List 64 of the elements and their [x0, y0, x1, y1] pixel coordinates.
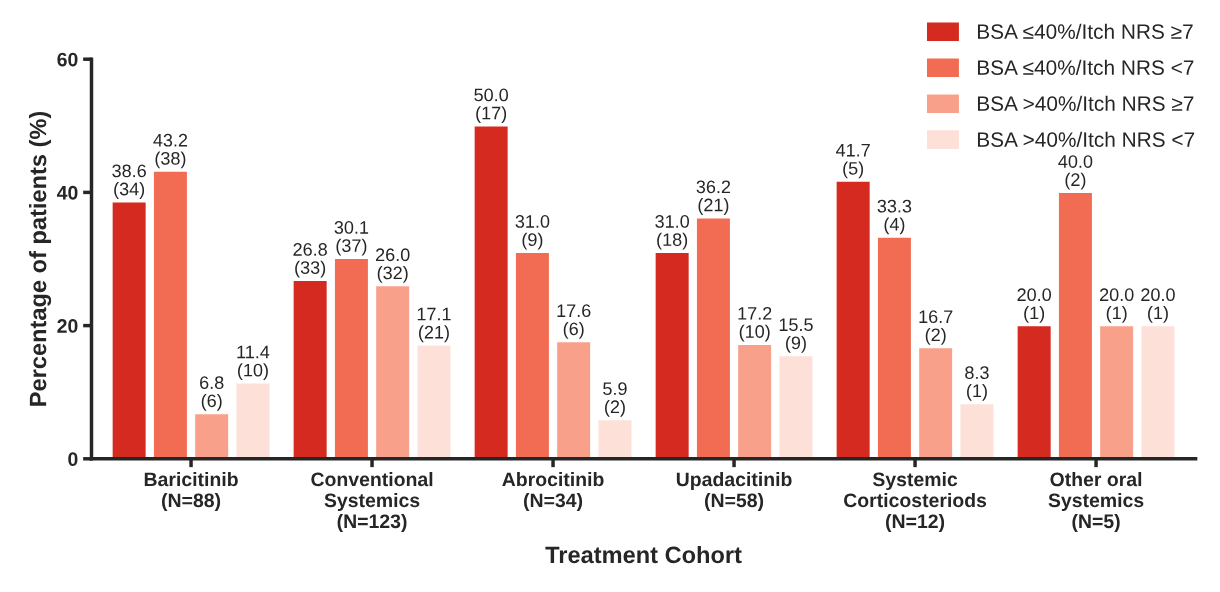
- bar: [235, 382, 271, 459]
- bar: [1140, 324, 1176, 459]
- bar: [695, 217, 732, 459]
- data-label: 50.0 (17): [474, 88, 509, 124]
- data-label: 36.2 (21): [696, 180, 731, 215]
- y-tick-label: 60: [57, 52, 78, 67]
- y-tick-label: 40: [56, 185, 78, 200]
- bar: [152, 170, 189, 459]
- bar: [736, 343, 773, 459]
- bar: [1057, 191, 1094, 459]
- data-label: 40.0 (2): [1058, 155, 1093, 190]
- data-label: 38.6 (34): [112, 164, 146, 199]
- bar: [654, 251, 691, 459]
- bar: [876, 236, 913, 459]
- bar: [111, 201, 148, 459]
- bar: [514, 251, 551, 459]
- bar: [835, 180, 872, 459]
- data-label: 8.3 (1): [965, 366, 989, 401]
- data-label: 33.3 (4): [877, 199, 912, 235]
- legend-label: BSA >40%/Itch NRS ≥7: [977, 95, 1194, 111]
- data-label: 20.0 (1): [1141, 288, 1175, 323]
- legend-label: BSA ≤40%/Itch NRS ≥7: [977, 23, 1193, 39]
- data-label: 17.6 (6): [557, 304, 591, 339]
- data-label: 6.8 (6): [200, 376, 224, 411]
- y-axis-title: Percentage of patients (%): [29, 111, 52, 406]
- x-tick-label: Upadacitinib (N=58): [676, 471, 792, 512]
- data-label: 31.0 (18): [655, 215, 690, 250]
- data-label: 26.8 (33): [293, 243, 327, 278]
- x-tick-label: Systemic Corticosteriods (N=12): [844, 471, 987, 533]
- bar: [1016, 324, 1053, 459]
- data-label: 20.0 (1): [1017, 288, 1052, 323]
- x-tick-label: Abrocitinib (N=34): [502, 471, 604, 512]
- legend-label: BSA >40%/Itch NRS <7: [977, 131, 1195, 147]
- data-label: 26.0 (32): [376, 248, 410, 283]
- x-tick-label: Conventional Systemics (N=123): [311, 471, 433, 533]
- bar: [959, 402, 995, 459]
- bar: [555, 340, 592, 459]
- bar: [1098, 324, 1135, 459]
- x-tick-label: Other oral Systemics (N=5): [1048, 471, 1144, 533]
- bar: [473, 125, 510, 459]
- y-tick-label: 0: [68, 452, 78, 467]
- bar: [374, 284, 411, 459]
- data-label: 20.0 (1): [1100, 288, 1134, 323]
- bar: [333, 257, 370, 459]
- data-label: 30.1 (37): [334, 221, 369, 256]
- legend-label: BSA ≤40%/Itch NRS <7: [977, 59, 1194, 75]
- data-label: 17.1 (21): [417, 307, 451, 343]
- bar: [416, 344, 452, 459]
- bar: [292, 279, 329, 459]
- data-label: 17.2 (10): [738, 306, 772, 342]
- bar: [193, 412, 230, 459]
- data-label: 41.7 (5): [835, 143, 870, 179]
- bar: [778, 354, 814, 459]
- data-label: 31.0 (9): [515, 215, 550, 250]
- data-label: 5.9 (2): [603, 382, 627, 417]
- data-label: 15.5 (9): [779, 318, 813, 353]
- y-tick-label: 20: [57, 319, 78, 333]
- bar: [917, 346, 954, 459]
- data-label: 16.7 (2): [919, 310, 953, 345]
- x-tick-label: Baricitinib (N=88): [144, 471, 238, 512]
- x-axis-title: Treatment Cohort: [545, 545, 742, 564]
- data-label: 11.4 (10): [237, 345, 270, 381]
- bar: [597, 418, 633, 459]
- data-label: 43.2 (38): [153, 133, 188, 169]
